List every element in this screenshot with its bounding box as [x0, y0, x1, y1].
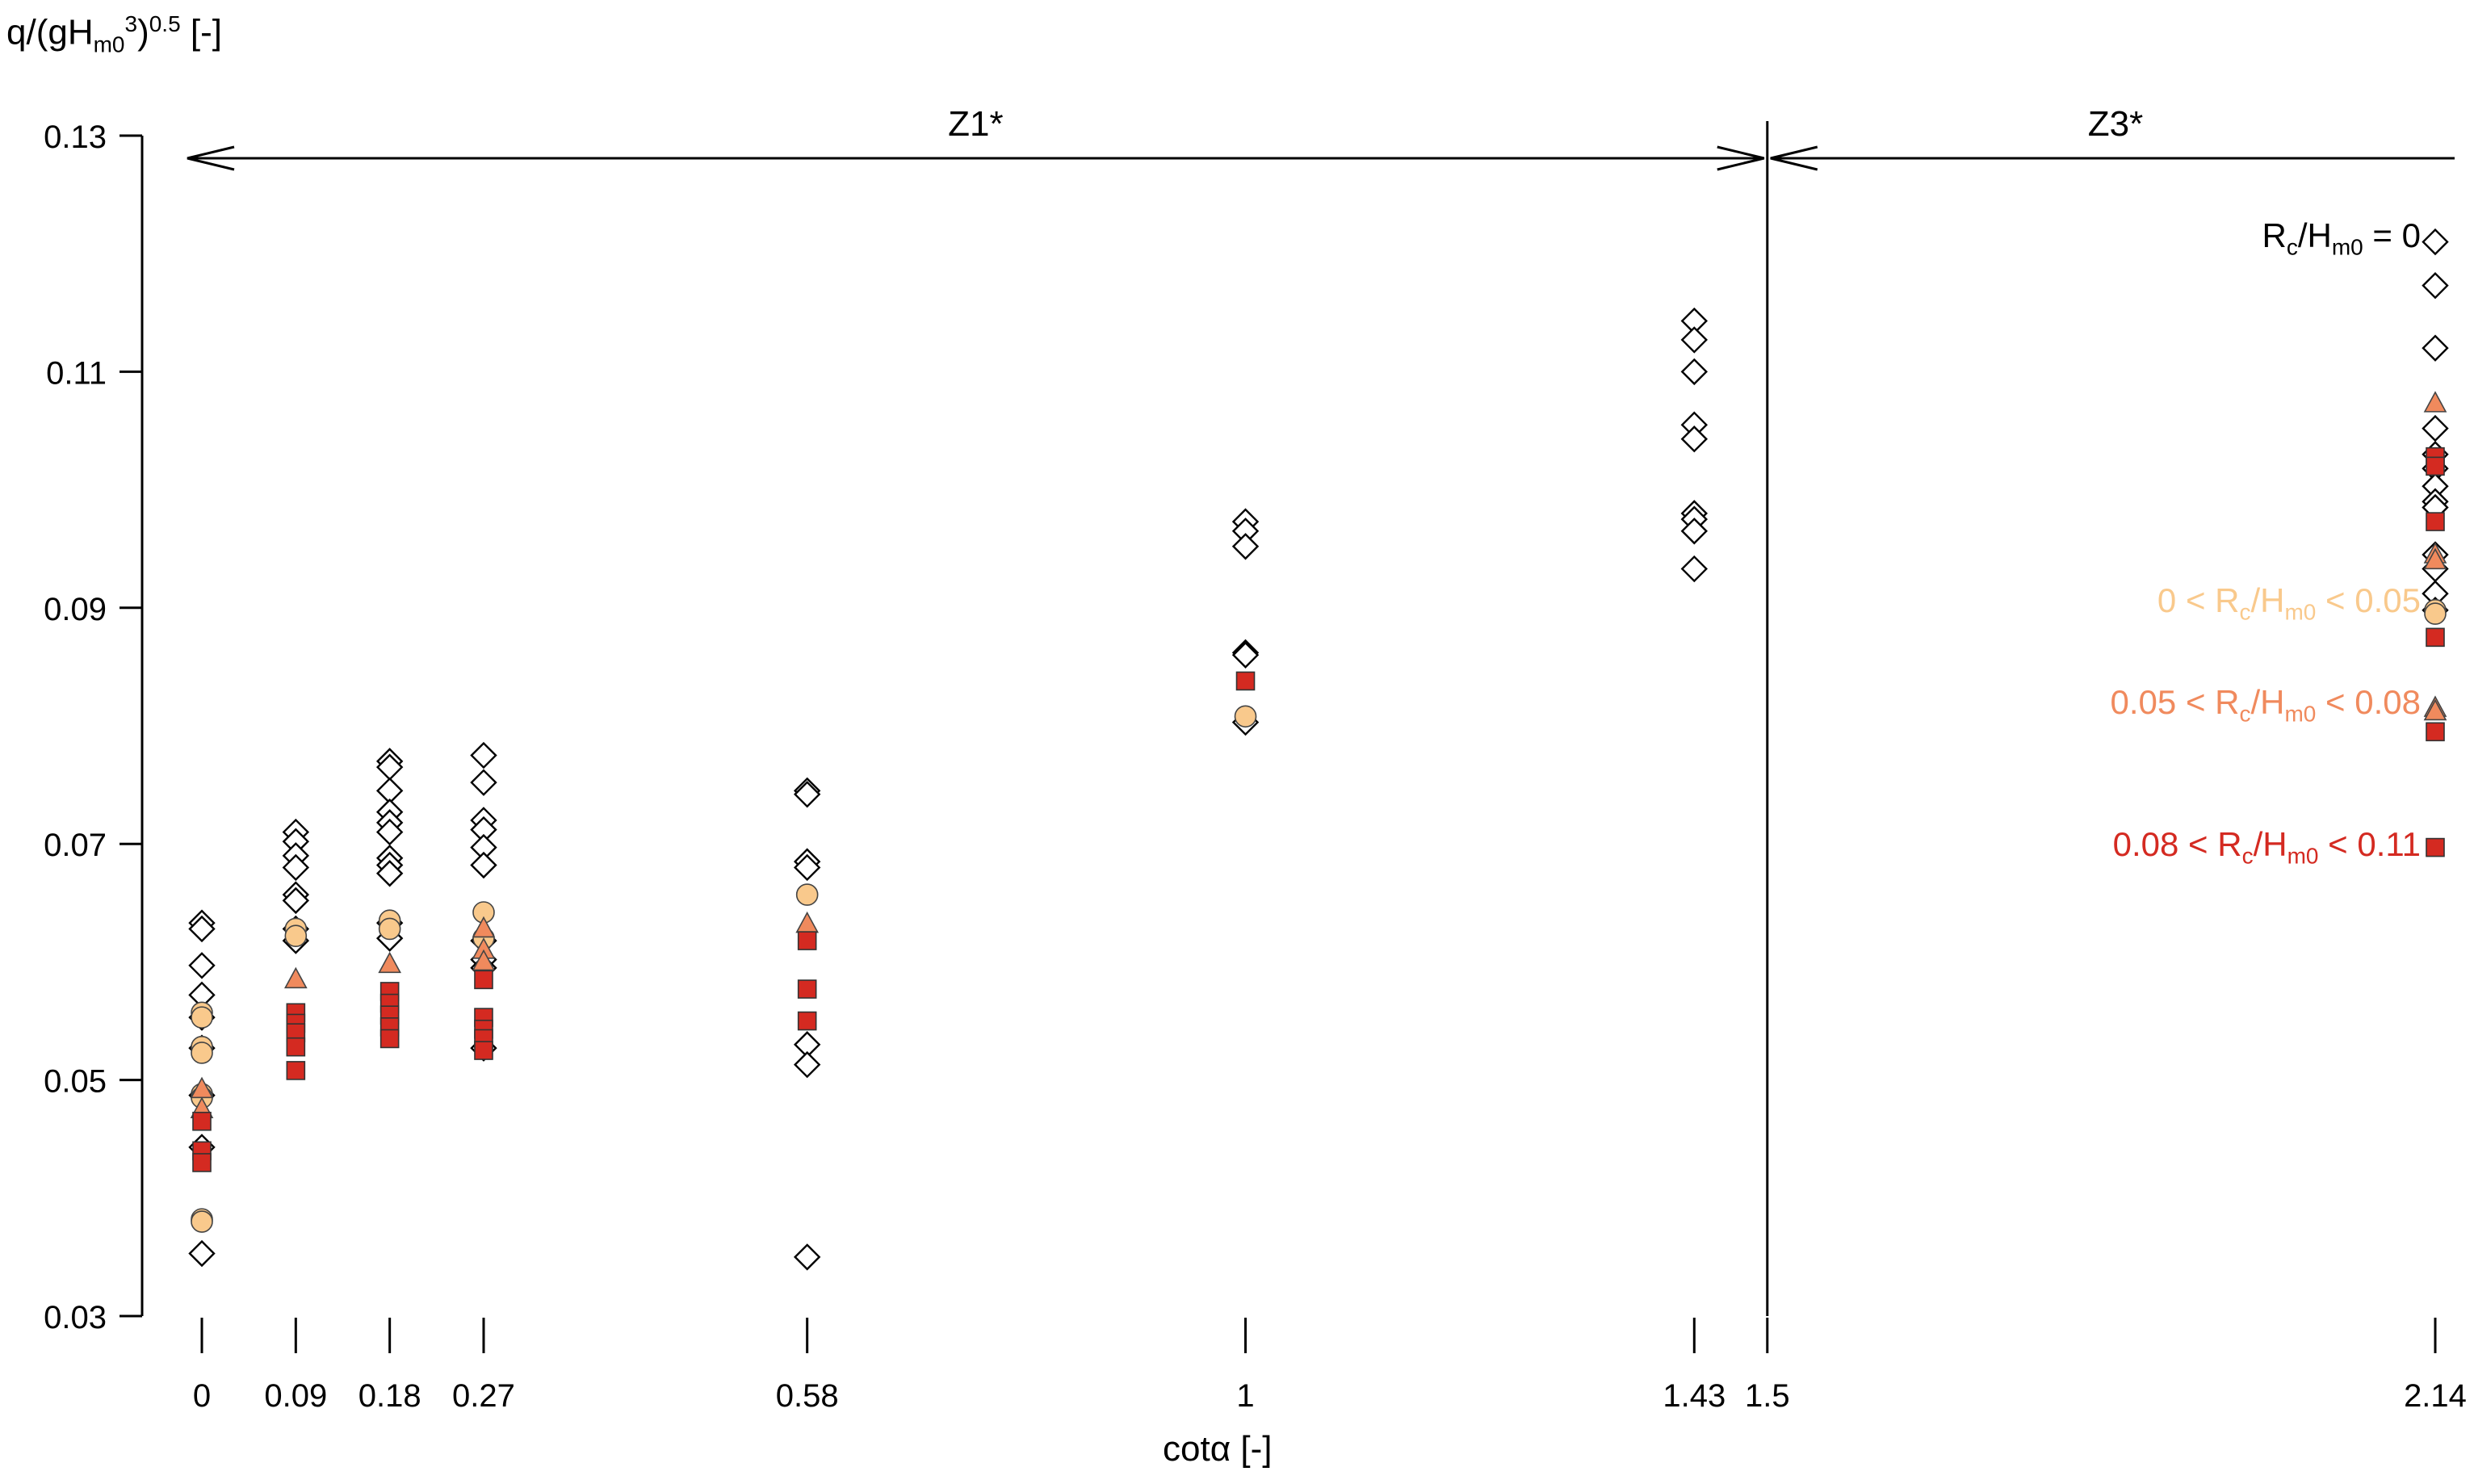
x-tick-label: 1.5 [1745, 1378, 1790, 1414]
data-point-circle [191, 1042, 213, 1064]
data-point-circle [191, 1006, 213, 1029]
data-point-square [286, 1037, 306, 1057]
x-tick-label: 0 [193, 1378, 211, 1414]
data-point-square [2426, 627, 2445, 648]
data-point-square [1235, 671, 1256, 691]
data-point-diamond [188, 915, 216, 943]
zone-z1-arrow-right-head [1717, 145, 1765, 171]
x-tick-label: 2.14 [2404, 1378, 2467, 1414]
data-point-square [797, 1011, 817, 1031]
y-tick-label: 0.11 [46, 355, 107, 391]
y-tick-label: 0.07 [44, 828, 107, 863]
x-axis-label: cotα [-] [1163, 1429, 1273, 1469]
data-point-diamond [188, 1239, 216, 1268]
data-point-diamond [470, 741, 497, 769]
data-point-square [2426, 456, 2445, 476]
data-point-circle [378, 917, 401, 941]
data-point-diamond [1680, 555, 1709, 583]
data-point-diamond [282, 853, 310, 882]
data-point-diamond [188, 952, 216, 979]
y-tick-label: 0.05 [44, 1064, 107, 1100]
data-point-square [2426, 722, 2445, 742]
legend-entry-rc-005-008: 0.05 < Rc/Hm0 < 0.08 [2110, 683, 2421, 727]
zone-z1-label: Z1* [948, 104, 1003, 144]
zone-z1-arrow-left-head [187, 145, 235, 171]
data-point-diamond [1680, 326, 1709, 354]
x-tick-label: 1 [1236, 1378, 1254, 1414]
x-tick-label: 0.09 [264, 1378, 327, 1414]
data-point-diamond [1680, 518, 1709, 545]
zone-z3-arrow-left-head [1770, 145, 1818, 171]
y-tick-label: 0.13 [44, 119, 107, 155]
data-point-diamond [375, 860, 404, 887]
data-point-triangle [795, 911, 820, 933]
y-tick-label: 0.03 [44, 1300, 107, 1335]
data-point-diamond [1680, 425, 1709, 453]
data-point-square [797, 979, 817, 999]
legend-entry-rc-0-005: 0 < Rc/Hm0 < 0.05 [2157, 581, 2421, 625]
data-point-triangle [472, 916, 496, 938]
data-point-square [192, 1111, 212, 1131]
data-point-diamond [2422, 271, 2449, 300]
x-tick-label: 0.18 [359, 1378, 421, 1414]
legend-entry-rc-0: Rc/Hm0 = 0 [2262, 216, 2421, 260]
data-point-diamond [282, 887, 310, 915]
data-point-diamond [1231, 641, 1260, 669]
data-point-square [474, 970, 493, 990]
data-point-diamond [793, 781, 821, 808]
data-point-diamond [1680, 358, 1709, 386]
data-point-triangle [2423, 698, 2447, 721]
data-point-diamond [793, 853, 821, 882]
x-tick-label: 0.27 [452, 1378, 515, 1414]
x-tick-label: 0.58 [776, 1378, 839, 1414]
data-point-square [797, 931, 817, 950]
data-point-triangle [378, 951, 401, 974]
data-point-triangle [2423, 391, 2447, 413]
data-point-circle [2424, 602, 2447, 625]
data-point-triangle [283, 966, 308, 989]
data-point-triangle [472, 949, 496, 971]
legend-entry-rc-008-011: 0.08 < Rc/Hm0 < 0.11 [2112, 825, 2421, 869]
zone-z3-label: Z3* [2088, 104, 2143, 144]
data-point-square [192, 1153, 212, 1172]
data-point-square [474, 1041, 493, 1060]
data-point-diamond [2422, 414, 2449, 442]
data-point-diamond [793, 1243, 821, 1271]
data-point-diamond [375, 818, 404, 846]
data-point-circle [1234, 705, 1257, 728]
y-axis-label: q/(gHm03)0.5 [-] [6, 11, 222, 57]
data-point-diamond [470, 851, 497, 879]
data-point-square [2426, 512, 2445, 531]
data-point-square [379, 1029, 400, 1049]
data-point-square [286, 1061, 306, 1080]
data-point-diamond [793, 1050, 821, 1079]
data-point-square [2426, 837, 2445, 857]
data-point-diamond [2422, 334, 2449, 362]
y-tick-label: 0.09 [44, 592, 107, 627]
data-point-circle [191, 1210, 213, 1233]
data-point-triangle [2423, 547, 2447, 570]
x-tick-label: 1.43 [1663, 1378, 1726, 1414]
data-point-circle [284, 924, 308, 948]
data-point-circle [795, 883, 819, 906]
data-point-diamond [1231, 533, 1260, 560]
data-point-diamond [2422, 228, 2449, 256]
data-point-diamond [470, 769, 497, 796]
